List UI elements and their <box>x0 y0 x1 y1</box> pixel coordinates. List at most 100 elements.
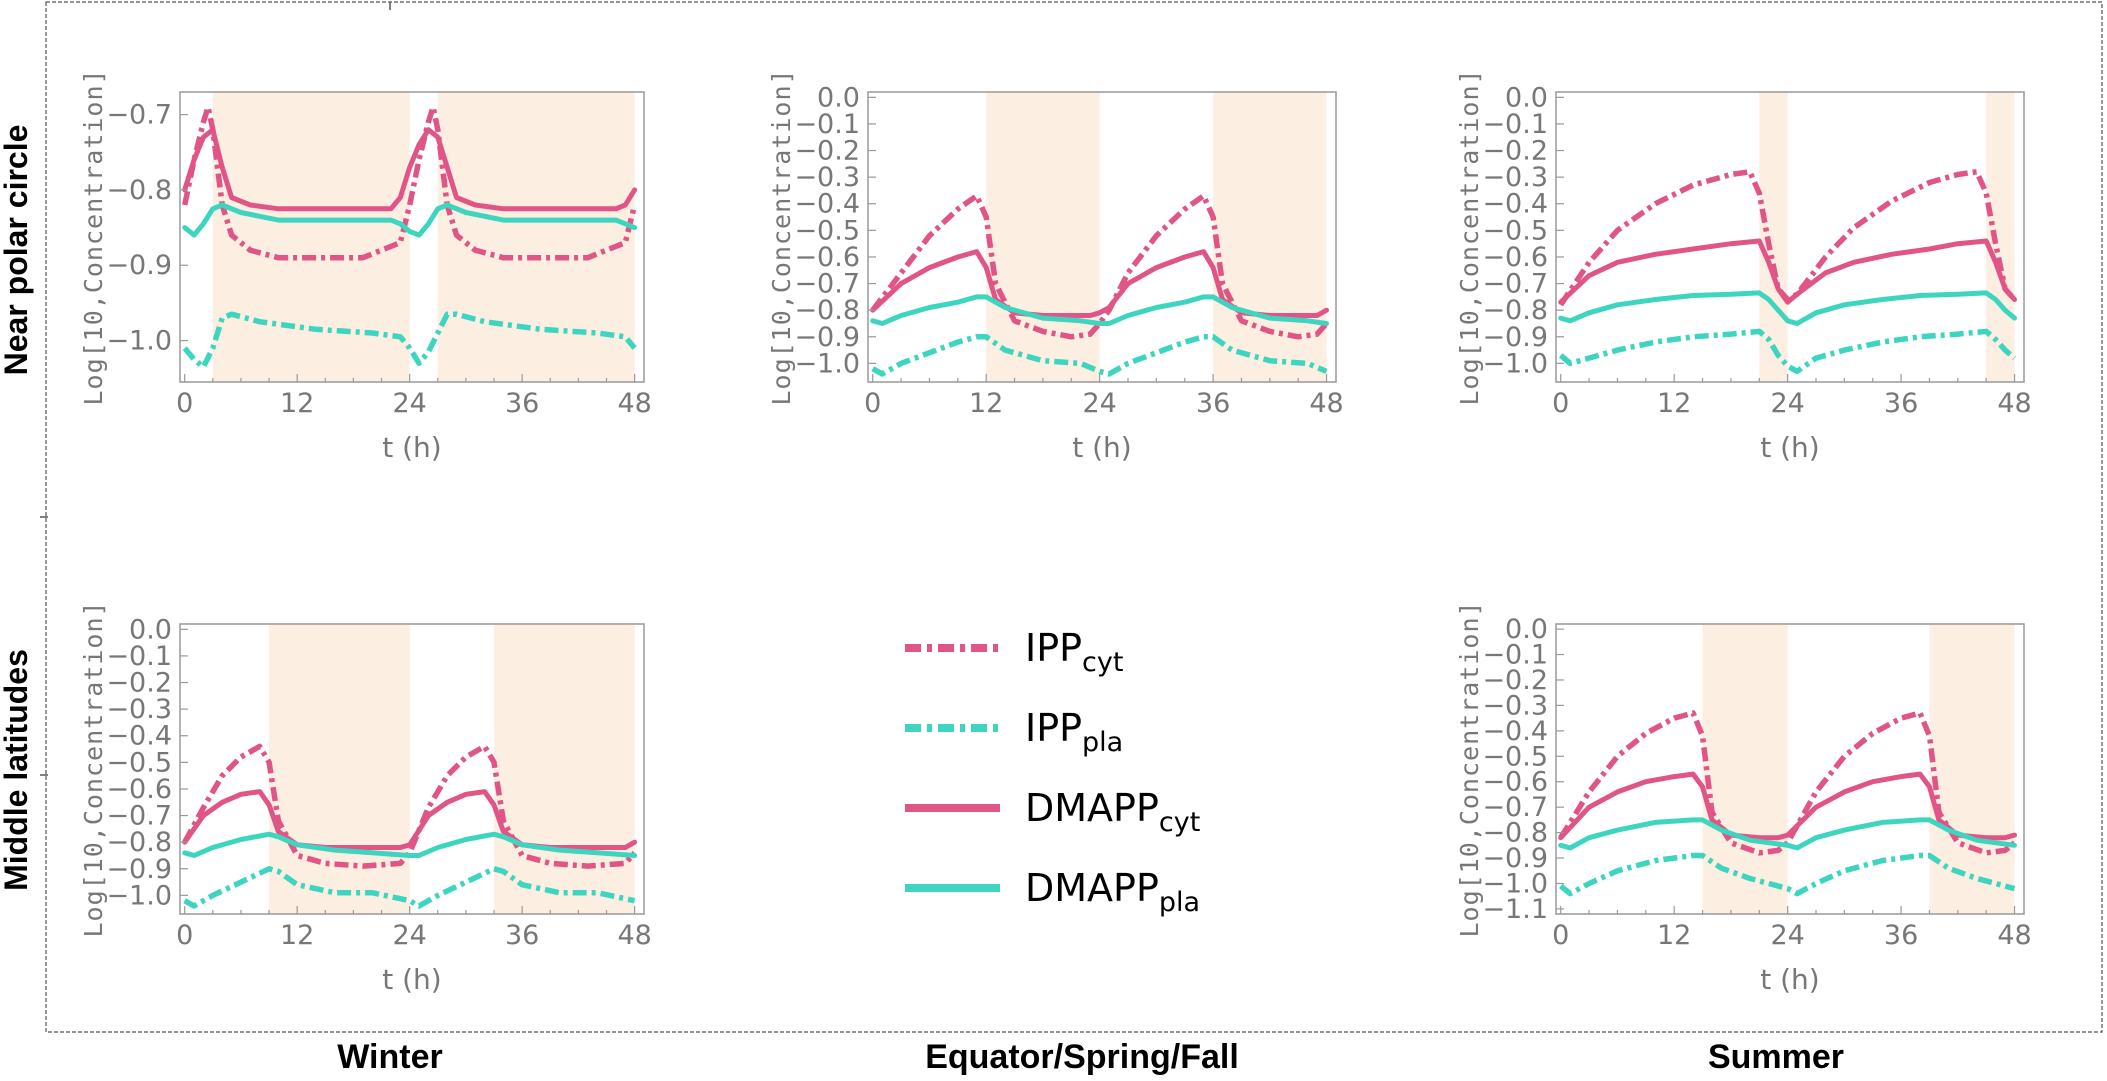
figure-frame <box>45 1 2103 1033</box>
x-tick-label: 24 <box>1082 388 1116 419</box>
x-tick-label: 36 <box>505 388 539 419</box>
row-label-polar: Near polar circle <box>0 125 34 376</box>
series-group <box>182 743 638 909</box>
legend-label: IPPpla <box>1025 706 1123 758</box>
axes-box <box>179 91 645 383</box>
y-tick-label: −0.5 <box>1482 215 1548 246</box>
x-tick-label: 48 <box>617 920 651 951</box>
y-tick-label: −0.7 <box>794 269 860 300</box>
y-axis-label: Log[10,Concentration] <box>1455 600 1484 937</box>
x-tick-label: 48 <box>1997 920 2031 951</box>
series-IPPpla <box>871 334 1328 377</box>
series-DMAPPpla <box>182 202 638 238</box>
col-label-winter: Winter <box>337 1038 442 1076</box>
legend-item-dmapp-pla: DMAPPpla <box>905 866 1200 918</box>
x-tick-label: 36 <box>505 920 539 951</box>
series-group <box>182 104 638 370</box>
row-label-middle: Middle latitudes <box>0 649 34 891</box>
series-group <box>870 193 1329 377</box>
series-DMAPPpla <box>1558 290 2017 326</box>
x-tick-label: 0 <box>176 920 193 951</box>
series-IPPcyt <box>870 193 1329 340</box>
col-label-summer: Summer <box>1708 1038 1844 1076</box>
y-tick-label: −0.9 <box>1482 322 1548 353</box>
x-tick-label: 48 <box>1997 388 2031 419</box>
x-tick-label: 12 <box>280 388 314 419</box>
axes-box <box>867 91 1337 383</box>
x-axis-label: t (h) <box>382 963 441 996</box>
y-tick-label: −0.4 <box>106 721 172 752</box>
y-tick-label: −0.6 <box>1482 242 1548 273</box>
night-shading <box>269 624 410 914</box>
x-tick-label: 48 <box>1309 388 1343 419</box>
y-tick-label: −0.3 <box>106 694 172 725</box>
x-axis-label: t (h) <box>1760 431 1819 464</box>
y-tick-label: −0.7 <box>106 801 172 832</box>
night-shading <box>1702 624 1788 914</box>
y-axis-label: Log[10,Concentration] <box>79 68 108 405</box>
y-tick-label: −0.5 <box>1482 741 1548 772</box>
legend: IPPcyt IPPpla DMAPPcyt DMAPPpla <box>905 626 1200 918</box>
y-axis-label: Log[10,Concentration] <box>767 68 796 405</box>
night-shading <box>437 92 635 382</box>
y-tick-label: −0.6 <box>106 774 172 805</box>
y-tick-label: −0.8 <box>106 827 172 858</box>
x-axis-label: t (h) <box>382 431 441 464</box>
legend-label: DMAPPcyt <box>1025 786 1200 838</box>
y-tick-label: −1.0 <box>106 326 172 357</box>
y-tick-label: −0.8 <box>794 295 860 326</box>
night-shading <box>1759 92 1788 382</box>
x-tick-label: 24 <box>1770 388 1804 419</box>
x-tick-label: 24 <box>1770 920 1804 951</box>
x-tick-label: 36 <box>1196 388 1230 419</box>
night-shading <box>494 624 635 914</box>
x-tick-label: 0 <box>176 388 193 419</box>
x-tick-label: 12 <box>969 388 1003 419</box>
night-shading <box>212 92 410 382</box>
series-IPPcyt <box>1558 169 2017 307</box>
y-tick-label: −0.8 <box>1482 818 1548 849</box>
y-tick-label: −0.4 <box>1482 716 1548 747</box>
x-tick-label: 0 <box>864 388 881 419</box>
x-tick-label: 12 <box>280 920 314 951</box>
x-tick-label: 24 <box>392 920 426 951</box>
y-tick-label: −0.8 <box>106 175 172 206</box>
x-axis-label: t (h) <box>1072 431 1131 464</box>
y-tick-label: −0.3 <box>1482 162 1548 193</box>
y-tick-label: −0.2 <box>794 136 860 167</box>
y-tick-label: −0.1 <box>794 109 860 140</box>
legend-label: IPPcyt <box>1025 626 1123 678</box>
y-tick-label: −0.2 <box>1482 136 1548 167</box>
legend-label: DMAPPpla <box>1025 866 1200 918</box>
series-group <box>1558 169 2017 375</box>
x-tick-label: 48 <box>617 388 651 419</box>
legend-item-ipp-cyt: IPPcyt <box>905 626 1123 678</box>
y-tick-label: 0.0 <box>1505 614 1548 645</box>
y-tick-label: −0.7 <box>1482 269 1548 300</box>
y-tick-label: −1.0 <box>1482 868 1548 899</box>
y-tick-label: −0.1 <box>1482 109 1548 140</box>
x-tick-label: 12 <box>1657 388 1691 419</box>
x-tick-label: 36 <box>1884 920 1918 951</box>
y-tick-label: 0.0 <box>129 614 172 645</box>
y-tick-label: −0.7 <box>1482 792 1548 823</box>
y-axis-label: Log[10,Concentration] <box>79 600 108 937</box>
y-tick-label: −0.6 <box>794 242 860 273</box>
col-label-equator: Equator/Spring/Fall <box>925 1038 1239 1076</box>
series-DMAPPcyt <box>1558 771 2017 841</box>
chart-middle-summer: 0 12 24 36 48 0.0−0.1−0.2−0.3−0.4−0.5−0.6−0.7… <box>1455 600 2032 996</box>
y-axis-label: Log[10,Concentration] <box>1455 68 1484 405</box>
y-tick-label: −0.2 <box>1482 665 1548 696</box>
y-tick-label: −0.4 <box>794 189 860 220</box>
y-tick-label: −0.2 <box>106 668 172 699</box>
y-tick-label: −0.5 <box>794 215 860 246</box>
x-tick-label: 0 <box>1552 920 1569 951</box>
chart-polar-winter: 0 12 24 36 48 −0.7 −0.8 −0.9 −1.0 t (h) Log[10,Con… <box>79 68 652 464</box>
y-tick-label: 0.0 <box>817 82 860 113</box>
night-shading <box>1986 92 2015 382</box>
series-DMAPPpla <box>1558 817 2017 851</box>
x-tick-label: 0 <box>1552 388 1569 419</box>
y-tick-label: −0.4 <box>1482 189 1548 220</box>
night-shading <box>1213 92 1327 382</box>
